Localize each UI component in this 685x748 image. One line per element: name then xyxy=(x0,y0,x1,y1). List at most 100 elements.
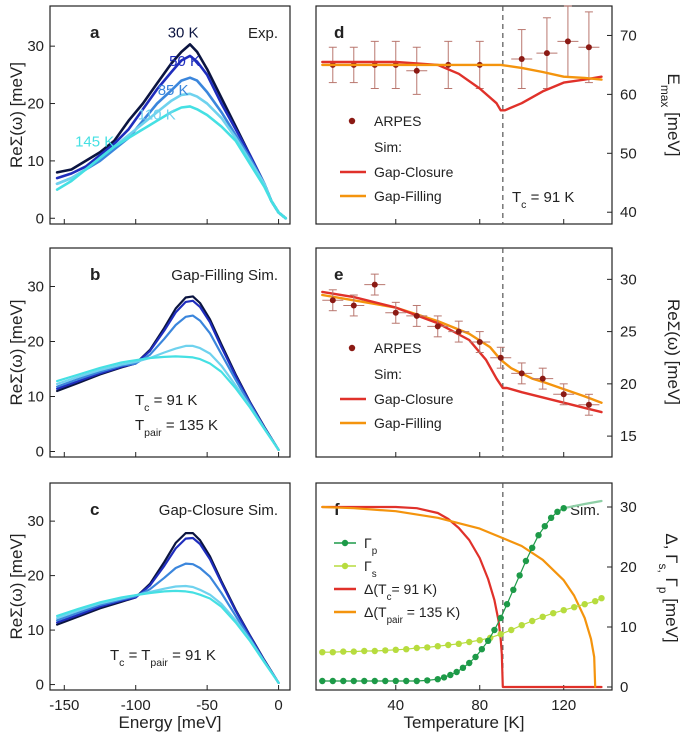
panel-c-ytick-label: 10 xyxy=(27,622,44,639)
panel-b-series-3 xyxy=(55,344,280,451)
panel-b-letter: b xyxy=(90,265,100,284)
panel-f-ylabel-part: [meV] xyxy=(662,594,681,643)
panel-c-xtick-label: -150 xyxy=(49,697,79,714)
panel-f-gamma-p-point xyxy=(382,677,389,685)
panel-f-gamma-p-point xyxy=(541,523,549,530)
panel-d-tc-label-part: c xyxy=(521,199,526,211)
panel-e-arpes-point xyxy=(539,375,546,382)
panel-e-filling-line xyxy=(321,293,603,404)
panel-f-gamma-p-point xyxy=(472,653,479,661)
panel-f-delta-tc-line xyxy=(321,505,603,689)
panel-f-gamma-s-point xyxy=(413,644,420,652)
panel-f-gamma-p-point xyxy=(350,677,357,685)
panel-f-legend-marker xyxy=(341,562,349,570)
panel-c-ylabel-part: ReΣ(ω) [meV] xyxy=(7,534,26,640)
panel-f-legend-label-part: Δ(T xyxy=(364,581,387,597)
panel-f-gamma-p-point xyxy=(447,671,454,679)
panel-e-arpes-point xyxy=(392,309,399,316)
panel-f-ylabel-part: Γ xyxy=(662,573,681,587)
panel-f-gamma-p-point xyxy=(459,664,467,671)
panel-f-xtick-label: 40 xyxy=(387,697,404,714)
panel-c-note-part: = 91 K xyxy=(168,647,216,664)
panel-f-gamma-s-point xyxy=(319,649,326,656)
panel-f-xlabel: Temperature [K] xyxy=(404,713,525,732)
panel-c-series-2 xyxy=(55,562,280,685)
panel-e-closure-line xyxy=(321,290,603,414)
panel-b-ytick-label: 20 xyxy=(27,334,44,351)
panel-f-gamma-s-point xyxy=(403,646,410,653)
panel-b-tpair-note-part: pair xyxy=(144,427,162,439)
panel-f-legend-label-part: Γ xyxy=(364,558,372,574)
panel-f-gamma-p-point xyxy=(424,677,431,684)
panel-e-arpes-point xyxy=(455,328,462,335)
panel-b-ytick-label: 30 xyxy=(27,279,44,296)
panel-e-arpes-point xyxy=(350,302,357,309)
panel-d-ytick-label: 40 xyxy=(620,204,637,221)
panel-c: 0 10 20 30 -150 -100 -50 0 c ReΣ(ω) [meV] Gap-Clos… xyxy=(7,482,291,732)
panel-f-gamma-s-point xyxy=(350,648,357,655)
panel-d-ytick-label: 60 xyxy=(620,86,637,103)
panel-e-ytick-label: 20 xyxy=(620,376,637,393)
panel-f-gamma-p-point xyxy=(522,557,530,565)
panel-f-xtick-label: 120 xyxy=(551,697,576,714)
panel-f-gamma-p-line xyxy=(321,507,565,682)
panel-f-gamma-p-point xyxy=(340,677,347,685)
panel-d-ytick-label: 70 xyxy=(620,27,637,44)
panel-a-temp-label: 30 K xyxy=(168,25,199,42)
panel-f-gamma-s-point xyxy=(455,640,462,647)
panel-f-gamma-p-point xyxy=(547,514,555,521)
panel-c-ylabel: ReΣ(ω) [meV] xyxy=(7,534,26,640)
panel-c-note-part: = T xyxy=(124,647,150,664)
panel-f-gamma-s-point xyxy=(424,644,431,651)
panel-a-temp-label: 50 K xyxy=(169,53,200,70)
panel-f-legend-marker xyxy=(341,539,349,547)
panel-e-legend-sim: Sim: xyxy=(374,366,402,382)
panel-e-legend-arpes: ARPES xyxy=(374,340,421,356)
panel-e: 15 20 25 30 e ARPES Sim: Gap-Closure Gap-Filling… xyxy=(315,247,683,458)
panel-a-temp-label: 85 K xyxy=(158,82,189,99)
panel-f-legend-label: Δ(Tc= 91 K) xyxy=(364,581,437,603)
panel-f-gamma-p-point xyxy=(529,544,536,551)
panel-f-legend-label-part: = 91 K) xyxy=(391,581,437,597)
panel-c-frame xyxy=(49,482,291,691)
panel-f-legend-label-part: p xyxy=(372,546,378,557)
panel-f-legend-label: Δ(Tpair = 135 K) xyxy=(364,604,460,626)
panel-d-legend-sim: Sim: xyxy=(374,139,402,155)
panel-d-closure-line xyxy=(321,60,603,112)
panel-e-ylabel-part: ReΣ(ω) [meV] xyxy=(664,299,683,405)
panel-c-note-part: T xyxy=(110,647,119,664)
panel-a-temp-label: 110 K xyxy=(138,107,176,124)
panel-f-gamma-s-point xyxy=(508,626,515,634)
panel-d-legend-filling: Gap-Filling xyxy=(374,188,442,204)
panel-f-gamma-p-point xyxy=(466,659,473,667)
panel-e-legend-closure: Gap-Closure xyxy=(374,391,454,407)
panel-a-ytick-label: 20 xyxy=(27,96,44,113)
panel-e-letter: e xyxy=(334,265,343,284)
panel-f-xtick-label: 80 xyxy=(471,697,488,714)
panel-b-series-2 xyxy=(55,314,280,451)
panel-d-arpes-point xyxy=(518,56,525,63)
panel-b-tc-note-part: c xyxy=(144,402,149,414)
panel-f-ytick-label: 20 xyxy=(620,559,637,576)
panel-f-gamma-s-point xyxy=(539,613,546,620)
panel-d-ytick-label: 50 xyxy=(620,145,637,162)
panel-a-ylabel: ReΣ(ω) [meV] xyxy=(7,62,26,168)
panel-f-letter: f xyxy=(334,500,340,519)
panel-f-gamma-p-point xyxy=(516,572,523,579)
panel-f-gamma-s-point xyxy=(518,622,525,629)
panel-a-series-4 xyxy=(55,105,288,220)
panel-c-ytick-label: 0 xyxy=(36,677,44,694)
panel-f-ytick-label: 0 xyxy=(620,679,628,696)
panel-b-tc-note-part: = 91 K xyxy=(149,392,197,409)
panel-f-gamma-p-point xyxy=(491,626,498,634)
panel-c-series-4 xyxy=(55,589,280,685)
panel-b-ylabel: ReΣ(ω) [meV] xyxy=(7,300,26,406)
panel-f-gamma-p-point xyxy=(478,646,486,653)
panel-e-arpes-point xyxy=(560,391,567,398)
panel-d-ylabel-part: max xyxy=(658,85,672,108)
panel-f-ylabel-part: p xyxy=(656,587,670,594)
panel-a-frame xyxy=(49,5,291,225)
panel-c-xtick-label: -100 xyxy=(121,697,151,714)
panel-f-gamma-s-point xyxy=(466,638,473,646)
